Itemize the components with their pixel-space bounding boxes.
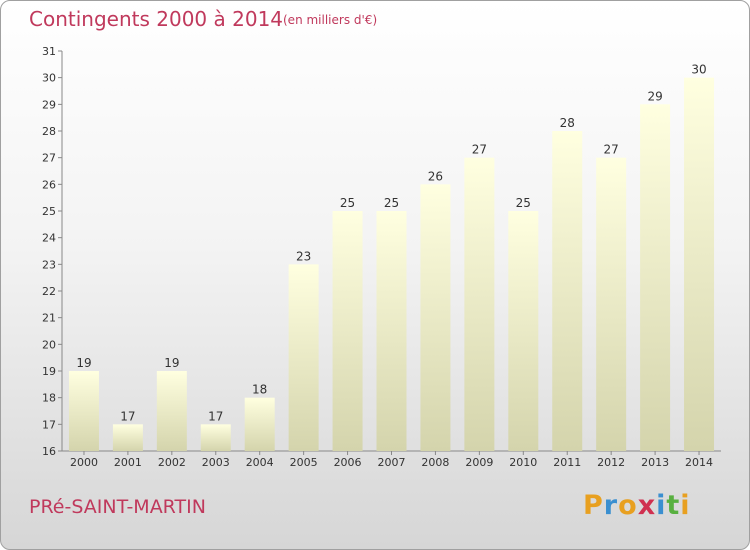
- x-tick-label: 2012: [597, 456, 625, 469]
- y-tick-label: 23: [42, 258, 56, 271]
- bar: [156, 371, 187, 451]
- y-tick-label: 24: [42, 232, 56, 245]
- bar: [376, 211, 407, 451]
- bar: [200, 424, 231, 451]
- x-tick-label: 2013: [641, 456, 669, 469]
- x-tick-label: 2005: [290, 456, 318, 469]
- y-tick-label: 26: [42, 178, 56, 191]
- bar: [640, 104, 671, 451]
- y-tick-label: 18: [42, 392, 56, 405]
- bar: [420, 184, 451, 452]
- bar: [68, 371, 99, 451]
- bar-value-label: 27: [472, 143, 487, 157]
- x-tick-label: 2011: [553, 456, 581, 469]
- bar: [596, 157, 627, 451]
- x-tick-label: 2009: [465, 456, 493, 469]
- x-tick-label: 2001: [114, 456, 142, 469]
- bar-value-label: 19: [76, 356, 91, 370]
- y-tick-label: 21: [42, 312, 56, 325]
- y-tick-label: 19: [42, 365, 56, 378]
- logo-letter: o: [618, 490, 638, 521]
- bar: [464, 157, 495, 451]
- bar-value-label: 17: [208, 409, 223, 423]
- y-tick-label: 29: [42, 98, 56, 111]
- x-tick-label: 2003: [202, 456, 230, 469]
- bar: [552, 131, 583, 451]
- bar-value-label: 29: [647, 89, 662, 103]
- x-tick-label: 2008: [421, 456, 449, 469]
- y-tick-label: 30: [42, 72, 56, 85]
- bar-value-label: 30: [691, 63, 706, 77]
- x-tick-label: 2014: [685, 456, 713, 469]
- x-tick-label: 2006: [334, 456, 362, 469]
- commune-name: PRé-SAINT-MARTIN: [29, 496, 206, 518]
- bar-value-label: 25: [340, 196, 355, 210]
- logo-letter: i: [680, 490, 691, 521]
- y-tick-label: 25: [42, 205, 56, 218]
- bar-value-label: 27: [604, 143, 619, 157]
- bar-value-label: 23: [296, 249, 311, 263]
- logo-letter: x: [637, 490, 657, 521]
- proxiti-logo[interactable]: Proxiti: [583, 490, 691, 521]
- bar-value-label: 26: [428, 169, 443, 183]
- x-tick-label: 2002: [158, 456, 186, 469]
- bar-value-label: 17: [120, 409, 135, 423]
- y-tick-label: 17: [42, 418, 56, 431]
- x-tick-label: 2007: [378, 456, 406, 469]
- x-tick-label: 2004: [246, 456, 274, 469]
- y-tick-label: 20: [42, 338, 56, 351]
- bar-value-label: 19: [164, 356, 179, 370]
- x-tick-label: 2010: [509, 456, 537, 469]
- bar: [244, 397, 275, 451]
- y-tick-label: 27: [42, 152, 56, 165]
- y-tick-label: 22: [42, 285, 56, 298]
- logo-letter: i: [656, 490, 667, 521]
- bar: [508, 211, 539, 451]
- bar: [332, 211, 363, 451]
- y-tick-label: 28: [42, 125, 56, 138]
- y-tick-label: 16: [42, 445, 56, 458]
- chart-subtitle: (en milliers d'€): [283, 13, 378, 27]
- bar: [684, 77, 715, 452]
- chart-title: Contingents 2000 à 2014: [29, 7, 284, 31]
- y-tick-label: 31: [42, 45, 56, 58]
- bar: [112, 424, 143, 451]
- bar-value-label: 25: [516, 196, 531, 210]
- logo-letter: t: [666, 490, 681, 521]
- x-tick-label: 2000: [70, 456, 98, 469]
- bar-value-label: 18: [252, 383, 267, 397]
- logo-letter: P: [583, 490, 604, 521]
- bar: [288, 264, 319, 451]
- logo-letter: r: [603, 490, 619, 521]
- bar-value-label: 28: [560, 116, 575, 130]
- bar-value-label: 25: [384, 196, 399, 210]
